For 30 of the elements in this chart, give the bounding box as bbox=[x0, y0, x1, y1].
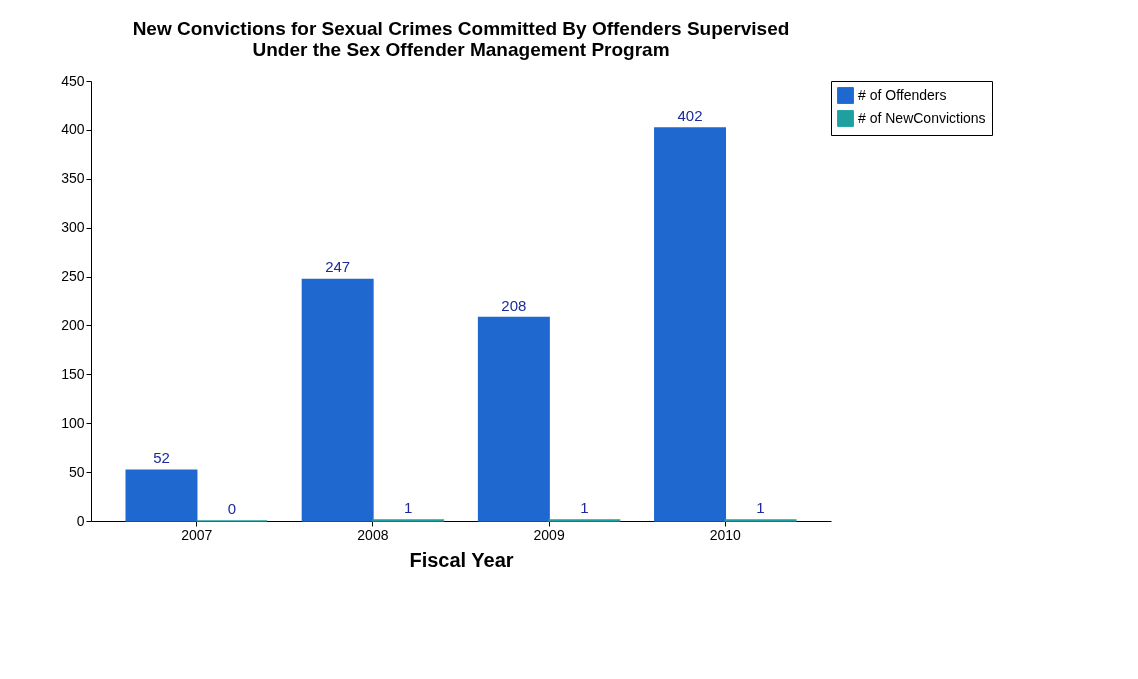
y-tick-label: 400 bbox=[61, 121, 85, 138]
data-label: 1 bbox=[756, 499, 765, 517]
y-tick-label: 50 bbox=[68, 463, 85, 480]
x-axis-title: Fiscal Year bbox=[409, 548, 514, 571]
data-label: 1 bbox=[403, 499, 413, 517]
y-tick-label: 250 bbox=[61, 268, 85, 285]
x-tick-label: 2008 bbox=[357, 526, 389, 543]
legend-label: # of Offenders bbox=[858, 86, 947, 103]
data-label: 52 bbox=[153, 449, 170, 467]
data-label: 1 bbox=[580, 499, 589, 517]
data-label: 208 bbox=[501, 296, 527, 314]
chart-title: New Convictions for Sexual Crimes Committed By Offenders Supervised Under the Sex Offender Management Program bbox=[132, 18, 790, 60]
y-tick-label: 300 bbox=[61, 219, 85, 236]
data-label: 402 bbox=[677, 106, 703, 124]
data-label: 0 bbox=[227, 500, 237, 517]
bar bbox=[477, 316, 550, 522]
legend-label: # of NewConvictions bbox=[858, 109, 986, 126]
data-label: 247 bbox=[325, 258, 351, 276]
x-tick-label: 2007 bbox=[181, 526, 213, 543]
y-tick-label: 450 bbox=[61, 72, 85, 89]
y-tick-label: 100 bbox=[61, 414, 85, 431]
y-tick-label: 150 bbox=[61, 365, 85, 382]
x-tick-label: 2009 bbox=[533, 526, 565, 543]
y-tick-label: 200 bbox=[61, 316, 85, 333]
bar bbox=[125, 469, 198, 522]
x-tick-label: 2010 bbox=[709, 526, 742, 543]
y-tick-label: 350 bbox=[61, 170, 85, 187]
bar bbox=[301, 278, 374, 522]
bar bbox=[654, 127, 727, 522]
y-tick-label: 0 bbox=[76, 512, 85, 529]
